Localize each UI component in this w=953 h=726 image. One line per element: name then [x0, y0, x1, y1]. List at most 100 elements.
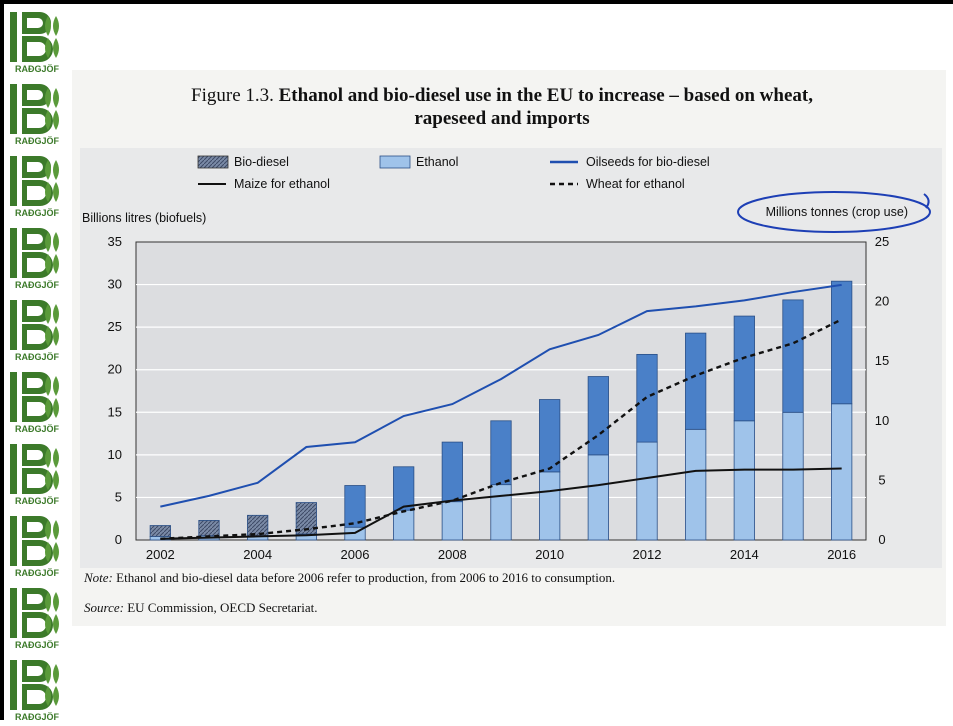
y2-tick-label: 0 — [878, 532, 885, 547]
note-label: Note: — [84, 570, 113, 585]
wheat-bu-logo: RAÐGJÖF — [8, 152, 66, 222]
y-tick-label: 10 — [108, 447, 122, 462]
wheat-bu-logo: RAÐGJÖF — [8, 656, 66, 726]
y-tick-label: 35 — [108, 234, 122, 249]
line-oilseeds-for-bio-diesel — [160, 283, 842, 508]
bar-ethanol — [441, 501, 463, 541]
bar-bio-diesel — [831, 280, 853, 405]
y2-tick-label: 20 — [875, 294, 889, 309]
slide-frame-top — [0, 0, 953, 4]
wheat-bu-logo: RAÐGJÖF — [8, 8, 66, 78]
x-tick-label: 2008 — [438, 547, 467, 562]
y-tick-label: 0 — [115, 532, 122, 547]
logo-text: RAÐGJÖF — [14, 496, 59, 506]
logo-text: RAÐGJÖF — [14, 280, 59, 290]
y2-tick-label: 25 — [875, 234, 889, 249]
logo-text: RAÐGJÖF — [14, 136, 59, 146]
line-wheat-for-ethanol — [160, 318, 843, 541]
legend-item: Ethanol — [379, 155, 458, 169]
source-label: Source: — [84, 600, 124, 615]
logo-text: RAÐGJÖF — [14, 208, 59, 218]
y-tick-label: 5 — [115, 489, 122, 504]
line-maize-for-ethanol — [160, 467, 842, 540]
figure-title-line1: Ethanol and bio-diesel use in the EU to … — [278, 85, 813, 106]
bar-ethanol — [782, 411, 804, 541]
wheat-bu-logo: RAÐGJÖF — [8, 368, 66, 438]
wheat-bu-logo: RAÐGJÖF — [8, 296, 66, 366]
ink-stroke — [923, 193, 930, 209]
source-text: EU Commission, OECD Secretariat. — [127, 600, 318, 615]
bar-bio-diesel — [539, 399, 561, 473]
bar-ethanol — [733, 420, 755, 541]
y2-tick-label: 5 — [878, 472, 885, 487]
legend-item: Bio-diesel — [197, 155, 289, 169]
bar-bio-diesel — [393, 466, 415, 511]
logo-text: RAÐGJÖF — [14, 568, 59, 578]
figure-source: Source: EU Commission, OECD Secretariat. — [84, 600, 317, 616]
bar-bio-diesel — [247, 514, 269, 537]
bar-bio-diesel — [685, 332, 707, 430]
legend-swatch-bio-diesel — [197, 155, 229, 169]
figure-note: Note: Ethanol and bio-diesel data before… — [84, 570, 615, 586]
logo-text: RAÐGJÖF — [14, 352, 59, 362]
y-tick-label: 25 — [108, 319, 122, 334]
x-tick-label: 2016 — [827, 547, 856, 562]
wheat-bu-logo: RAÐGJÖF — [8, 512, 66, 582]
x-tick-label: 2012 — [633, 547, 662, 562]
y-tick-label: 20 — [108, 362, 122, 377]
logo-strip: RAÐGJÖF RAÐGJÖF RAÐGJÖF RAÐGJÖF RAÐGJÖF RAÐGJ… — [8, 8, 68, 722]
figure-title-line2: rapeseed and imports — [414, 108, 590, 129]
legend-swatch-ethanol — [379, 155, 411, 169]
x-tick-label: 2006 — [341, 547, 370, 562]
bar-bio-diesel — [295, 502, 317, 535]
logo-text: RAÐGJÖF — [14, 64, 59, 74]
x-tick-label: 2010 — [535, 547, 564, 562]
wheat-bu-logo: RAÐGJÖF — [8, 224, 66, 294]
bar-bio-diesel — [198, 520, 220, 537]
ink-circle-annotation — [737, 191, 931, 233]
legend-item: Oilseeds for bio-diesel — [550, 155, 710, 169]
legend-item: Wheat for ethanol — [550, 177, 685, 191]
logo-text: RAÐGJÖF — [14, 712, 59, 722]
bar-bio-diesel — [733, 315, 755, 422]
bar-ethanol — [539, 471, 561, 541]
bar-bio-diesel — [441, 441, 463, 503]
bar-bio-diesel — [490, 420, 512, 486]
logo-text: RAÐGJÖF — [14, 424, 59, 434]
legend-label: Oilseeds for bio-diesel — [586, 155, 710, 169]
bar-bio-diesel — [344, 485, 366, 528]
y-tick-label: 30 — [108, 277, 122, 292]
chart-container: Bio-diesel Ethanol Oilseeds for bio-diesel… — [80, 148, 942, 568]
x-tick-label: 2002 — [146, 547, 175, 562]
legend-label: Wheat for ethanol — [586, 177, 685, 191]
bar-ethanol — [636, 441, 658, 541]
x-tick-label: 2004 — [243, 547, 272, 562]
bar-ethanol — [490, 484, 512, 541]
wheat-bu-logo: RAÐGJÖF — [8, 80, 66, 150]
y2-tick-label: 15 — [875, 353, 889, 368]
bar-ethanol — [685, 428, 707, 541]
biofuel-chart: Bio-diesel Ethanol Oilseeds for bio-diesel… — [80, 148, 942, 568]
wheat-bu-logo: RAÐGJÖF — [8, 584, 66, 654]
y2-axis-title: Millions tonnes (crop use) — [766, 205, 908, 219]
y-axis-title: Billions litres (biofuels) — [82, 211, 206, 225]
legend-label: Ethanol — [416, 155, 458, 169]
figure-label: Figure 1.3. — [191, 85, 274, 106]
legend: Bio-diesel Ethanol Oilseeds for bio-diesel… — [197, 155, 710, 191]
bar-ethanol — [393, 509, 415, 541]
legend-label: Maize for ethanol — [234, 177, 330, 191]
wheat-bu-logo: RAÐGJÖF — [8, 440, 66, 510]
x-tick-label: 2014 — [730, 547, 759, 562]
note-text: Ethanol and bio-diesel data before 2006 … — [116, 570, 616, 585]
figure-title: Figure 1.3. Ethanol and bio-diesel use i… — [92, 84, 912, 130]
y-tick-label: 15 — [108, 404, 122, 419]
bar-bio-diesel — [782, 299, 804, 413]
plot-area: 0 5 10 15 20 25 30 35 0 5 10 15 20 25 Billions litres … — [82, 191, 931, 562]
legend-label: Bio-diesel — [234, 155, 289, 169]
bar-ethanol — [587, 454, 609, 541]
bar-ethanol — [831, 403, 853, 541]
bar-bio-diesel — [149, 525, 171, 537]
bar-bio-diesel — [587, 376, 609, 456]
logo-text: RAÐGJÖF — [14, 640, 59, 650]
legend-item: Maize for ethanol — [198, 177, 330, 191]
